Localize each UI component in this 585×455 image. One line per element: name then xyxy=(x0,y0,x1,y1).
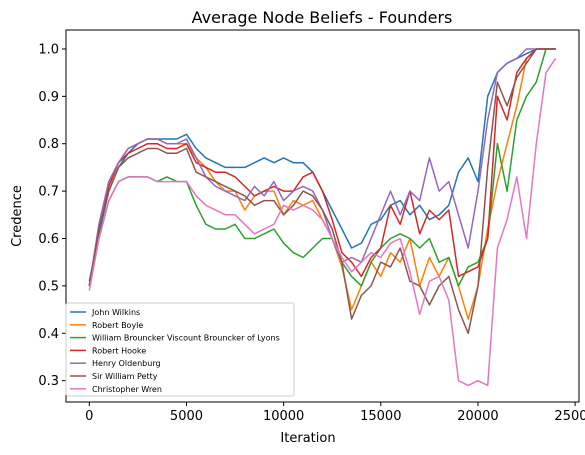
plot-frame xyxy=(65,29,580,403)
x-axis-label: Iteration xyxy=(280,431,335,446)
legend-label-1: Robert Boyle xyxy=(92,321,143,330)
legend-label-5: Sir William Petty xyxy=(92,372,158,381)
legend-label-3: Robert Hooke xyxy=(92,346,146,355)
y-tick-label: 0.6 xyxy=(38,232,59,247)
series-line-5 xyxy=(88,48,556,335)
x-tick-label: 20000 xyxy=(457,409,498,424)
y-axis: 0.3 0.4 0.5 0.6 0.7 0.8 0.9 1.0 xyxy=(38,42,66,389)
y-tick-label: 0.4 xyxy=(38,327,59,342)
legend-label-0: John Wilkins xyxy=(91,308,140,317)
y-tick-label: 0.9 xyxy=(38,90,59,105)
plot-lines xyxy=(88,48,557,387)
y-tick-label: 0.3 xyxy=(38,374,59,389)
series-line-2 xyxy=(88,48,556,287)
x-tick-label: 0 xyxy=(85,409,93,424)
x-tick-label: 10000 xyxy=(263,409,304,424)
y-tick-label: 1.0 xyxy=(38,42,59,57)
legend-label-6: Christopher Wren xyxy=(92,385,162,394)
x-tick-label: 5000 xyxy=(170,409,203,424)
y-tick-label: 0.5 xyxy=(38,279,59,294)
series-line-3 xyxy=(88,48,556,287)
y-tick-label: 0.8 xyxy=(38,137,59,152)
legend-box xyxy=(65,302,295,397)
y-tick-label: 0.7 xyxy=(38,185,59,200)
chart-title: Average Node Beliefs - Founders xyxy=(192,8,453,27)
legend-label-2: William Brouncker Viscount Brouncker of … xyxy=(92,334,280,343)
legend-label-4: Henry Oldenburg xyxy=(92,359,161,368)
x-tick-label: 15000 xyxy=(360,409,401,424)
legend: John Wilkins Robert Boyle William Brouncke… xyxy=(65,302,295,397)
y-axis-label: Credence xyxy=(10,185,25,247)
series-line-6 xyxy=(88,57,557,387)
